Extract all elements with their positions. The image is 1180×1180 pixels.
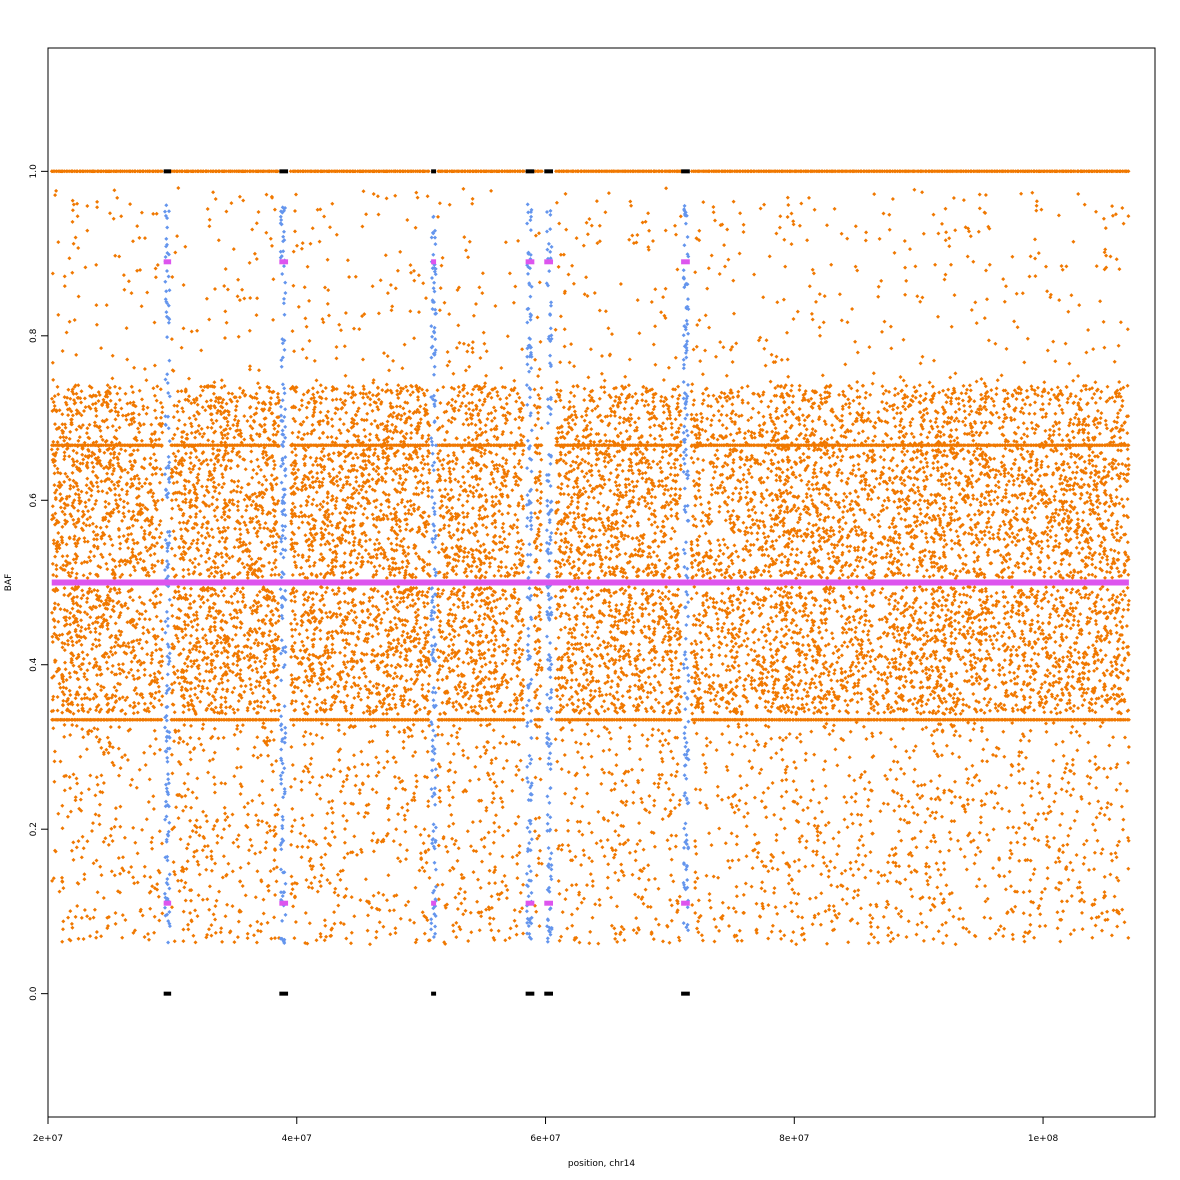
y-tick-label: 0.8 [29,328,39,343]
x-tick-label: 1e+08 [1028,1134,1059,1144]
x-tick-label: 8e+07 [779,1134,809,1144]
y-tick-label: 1.0 [29,164,39,179]
x-tick-label: 6e+07 [530,1134,560,1144]
y-tick-label: 0.0 [29,986,39,1001]
y-tick-label: 0.4 [29,657,39,672]
y-tick-label: 0.6 [29,493,39,508]
points-layer [49,169,1131,947]
segments-layer [51,169,1129,996]
y-tick-label: 0.2 [29,822,39,836]
y-axis-title: BAF [4,574,14,592]
orange-points [49,169,1131,947]
x-tick-label: 4e+07 [282,1134,312,1144]
axes-layer: 2e+07 4e+07 6e+07 8e+07 1e+08 0.0 0.2 0.4 0.6 0.8… [29,164,1058,1144]
x-axis-title: position, chr14 [568,1159,635,1169]
x-tick-label: 2e+07 [33,1134,63,1144]
